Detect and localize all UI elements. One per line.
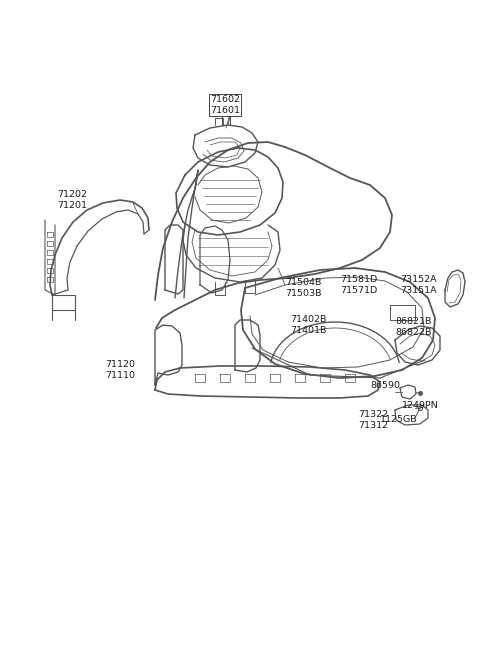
Text: 71120
71110: 71120 71110: [105, 360, 135, 380]
Text: 73152A
73151A: 73152A 73151A: [400, 275, 437, 295]
Text: 71402B
71401B: 71402B 71401B: [290, 315, 326, 335]
Text: 71581D
71571D: 71581D 71571D: [340, 275, 377, 295]
Text: 86821B
86822B: 86821B 86822B: [395, 317, 432, 337]
Text: 1125GB: 1125GB: [380, 415, 418, 424]
Text: 71322
71312: 71322 71312: [358, 410, 388, 430]
Text: 71504B
71503B: 71504B 71503B: [285, 278, 322, 298]
Text: 71202
71201: 71202 71201: [57, 190, 87, 210]
Text: 71602
71601: 71602 71601: [210, 95, 240, 115]
Text: 1249PN: 1249PN: [402, 401, 439, 409]
Text: 86590: 86590: [370, 380, 400, 390]
